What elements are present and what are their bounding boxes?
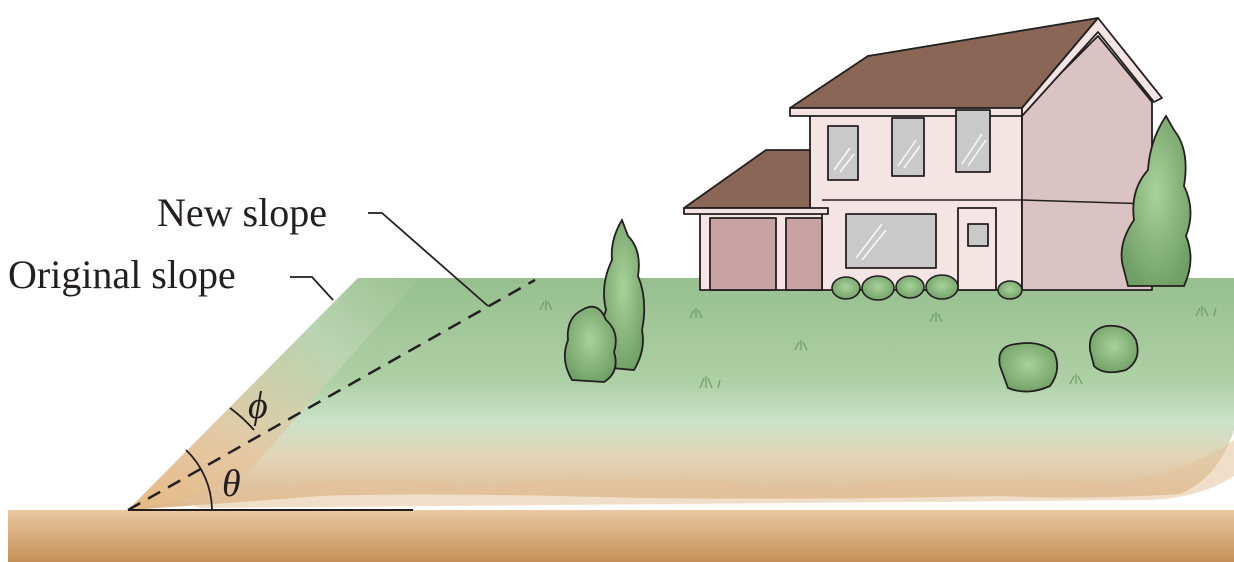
original-slope-leader — [290, 277, 333, 300]
house — [684, 18, 1162, 290]
front-door — [958, 208, 996, 290]
lawn-shrub-middle — [999, 343, 1057, 392]
upper-window-left — [828, 126, 858, 180]
phi-label: ϕ — [248, 385, 268, 427]
picture-window — [846, 214, 936, 268]
theta-label: θ — [222, 463, 241, 505]
original-slope-label: Original slope — [8, 252, 236, 297]
lawn-shrub-right — [1090, 326, 1138, 372]
garage-door-right — [786, 218, 822, 290]
garage-door-left — [710, 218, 776, 290]
garage-roof — [684, 150, 810, 208]
new-slope-label: New slope — [157, 190, 327, 235]
garage-roof-edge — [684, 208, 828, 214]
door-window — [968, 224, 988, 246]
ground-soil — [8, 510, 1234, 562]
